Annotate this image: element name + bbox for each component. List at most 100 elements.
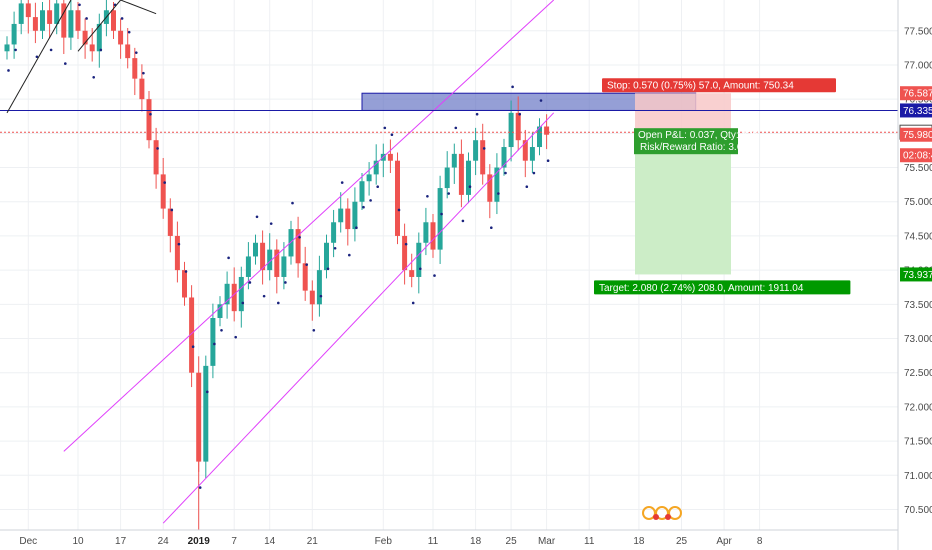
candle: [373, 144, 379, 185]
sar-dot: [35, 55, 39, 59]
candle-body: [302, 263, 308, 291]
sar-dot: [376, 185, 380, 188]
candle: [444, 151, 450, 199]
candle: [40, 2, 45, 39]
candle: [501, 138, 507, 176]
sar-dot: [305, 263, 309, 266]
candle: [203, 355, 209, 479]
candle-body: [47, 10, 53, 24]
candle: [132, 47, 138, 96]
candle-body: [224, 283, 230, 305]
candle-body: [267, 249, 273, 271]
candle-body: [281, 256, 287, 277]
stop-zone: [635, 93, 731, 133]
price-tag: 73.937: [900, 267, 932, 282]
sar-dot: [369, 199, 372, 202]
trendline-left: [6, 0, 72, 114]
x-tick-label: 14: [264, 536, 276, 547]
price-tag-text: 76.335: [903, 106, 932, 117]
sar-dot: [234, 335, 237, 339]
candle-body: [189, 297, 195, 373]
candle-body: [274, 249, 280, 277]
candle: [47, 0, 53, 39]
sar-dot: [255, 215, 259, 219]
candle: [416, 232, 422, 294]
sar-dot: [120, 17, 124, 20]
candle-body: [160, 174, 166, 209]
candle: [302, 246, 308, 301]
y-tick-label: 75.500: [904, 163, 932, 174]
candle: [260, 230, 266, 285]
target-label-bg: [594, 280, 851, 295]
candle-body: [309, 290, 315, 305]
sar-dot: [454, 126, 458, 130]
sar-dot: [518, 112, 521, 116]
sar-dot: [482, 147, 486, 150]
candle-body: [338, 208, 344, 223]
sar-layer: [7, 3, 550, 489]
candle-body: [167, 208, 173, 236]
sar-dot: [99, 48, 103, 52]
candle-body: [430, 222, 436, 250]
candle-body: [196, 372, 202, 462]
watermark-logo: [642, 506, 682, 520]
sar-dot: [532, 171, 536, 175]
sar-dot: [284, 281, 287, 284]
sar-dot: [135, 51, 138, 54]
sar-dot: [433, 274, 436, 277]
x-tick-label: Dec: [19, 536, 37, 547]
sar-dot: [468, 185, 472, 188]
candle: [494, 153, 500, 215]
y-tick-label: 72.500: [904, 368, 932, 379]
candle-body: [68, 10, 74, 38]
x-tick-label: 7: [231, 536, 237, 547]
candle: [331, 209, 337, 258]
sar-dot: [64, 62, 67, 65]
candle-body: [416, 242, 422, 277]
candle-body: [118, 30, 124, 45]
target-zone: [635, 132, 731, 275]
candle: [160, 157, 166, 219]
sar-dot: [390, 133, 394, 137]
candle: [281, 242, 287, 290]
candle-body: [288, 229, 294, 257]
candle: [309, 280, 315, 321]
sar-dot: [426, 194, 429, 198]
candle-body: [437, 188, 443, 250]
candle-body: [387, 153, 393, 161]
candle-body: [82, 30, 88, 45]
sar-dot: [333, 246, 337, 250]
x-tick-label: 18: [470, 536, 482, 547]
x-tick-label: 21: [307, 536, 319, 547]
y-tick-label: 71.500: [904, 437, 932, 448]
candle-body: [366, 174, 372, 182]
candle-body: [4, 44, 10, 52]
candle-body: [111, 10, 116, 31]
candle-body: [359, 181, 365, 202]
sar-dot: [312, 329, 316, 332]
candle: [89, 28, 95, 62]
zones-layer: [361, 92, 731, 275]
candle: [473, 127, 479, 176]
candle: [32, 2, 38, 44]
sar-dot: [177, 242, 181, 246]
candle: [11, 11, 17, 59]
price-tag-text: 76.587: [903, 89, 932, 100]
channel-line: [63, 0, 555, 452]
x-tick-label: Feb: [375, 536, 393, 547]
sar-dot: [142, 71, 145, 75]
candle-body: [345, 208, 351, 230]
x-tick-label: 11: [584, 536, 595, 547]
sar-dot: [319, 294, 323, 298]
candle: [338, 192, 344, 233]
candle: [515, 96, 521, 151]
y-tick-label: 73.500: [904, 300, 932, 311]
sar-dot: [206, 390, 209, 394]
candle: [61, 0, 67, 55]
candle-body: [316, 270, 322, 305]
channel-line: [162, 112, 555, 524]
sar-dot: [170, 208, 174, 212]
candle-body: [522, 140, 528, 161]
